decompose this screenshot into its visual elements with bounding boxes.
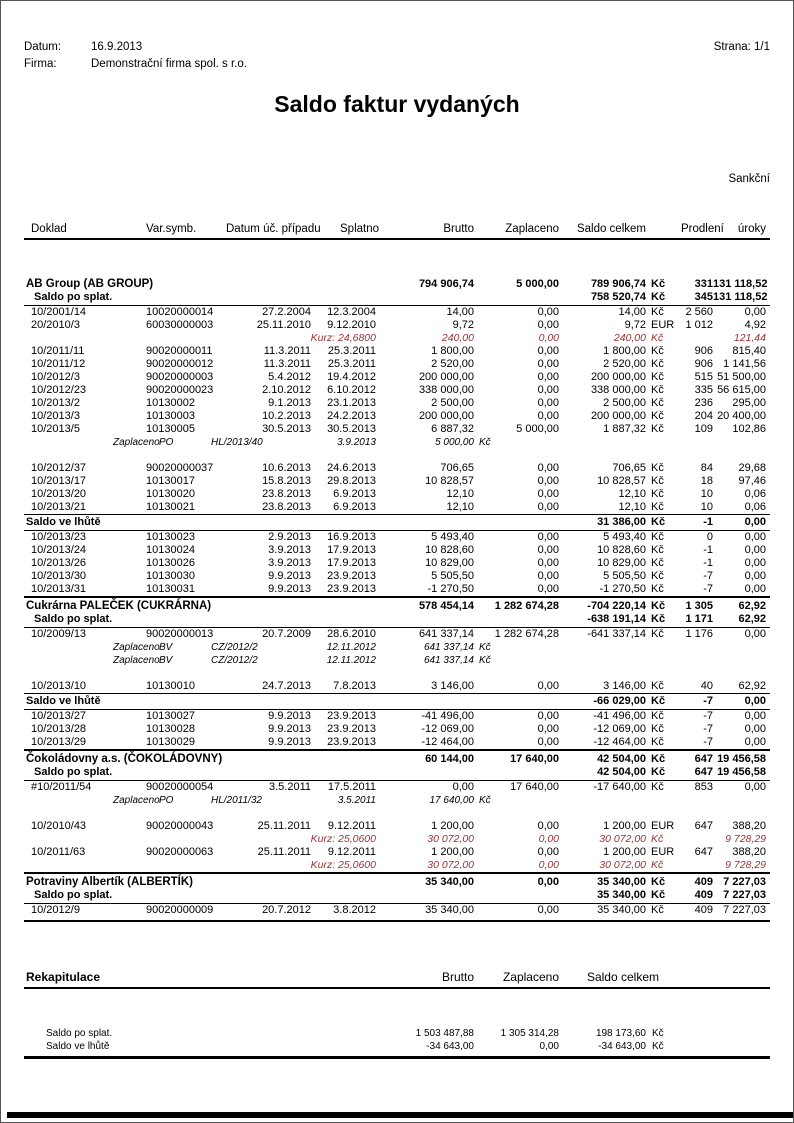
invoice-row: 10/2001/14 10020000014 27.2.2004 12.3.2004 1… bbox=[31, 306, 766, 318]
group-subtotal-row: Saldo po splat. -638 191,14 Kč 1 171 62,92 bbox=[24, 613, 770, 628]
recap-header-zaplaceno: Zaplaceno bbox=[502, 970, 559, 984]
invoice-row: 10/2013/28 10130028 9.9.2013 23.9.2013 -12 0… bbox=[31, 723, 766, 735]
group-subtotal-row: Saldo po splat. 35 340,00 Kč 409 7 227,03 bbox=[24, 889, 770, 904]
recapitulation-section: Rekapitulace Brutto Zaplaceno Saldo celk… bbox=[24, 932, 770, 1122]
grand-total: Celkem: 1 468 844,88 163 530,60 Kč 1 305… bbox=[24, 1119, 770, 1122]
date-value: 16.9.2013 bbox=[91, 41, 143, 53]
invoice-row: 10/2010/43 90020000043 25.11.2011 9.12.2011… bbox=[31, 820, 766, 832]
report-title: Saldo faktur vydaných bbox=[274, 91, 520, 117]
recap-header-saldo: Saldo celkem bbox=[586, 970, 659, 984]
table-end-rule bbox=[24, 918, 770, 922]
exchange-rate-row: Kurz: 25,0600 30 072,00 0,00 30 072,00 Kč 9 7… bbox=[310, 833, 766, 845]
group-header-row: AB Group (AB GROUP) 794 906,74 5 000,00 789… bbox=[26, 278, 768, 290]
invoice-row: 10/2013/30 10130030 9.9.2013 23.9.2013 5 505… bbox=[31, 570, 766, 582]
invoice-row: 10/2013/24 10130024 3.9.2013 17.9.2013 10 82… bbox=[31, 544, 766, 556]
blank-row bbox=[24, 667, 770, 680]
header-sankcni-line2: úroky bbox=[737, 223, 766, 235]
invoice-row: 10/2013/27 10130027 9.9.2013 23.9.2013 -41 4… bbox=[31, 710, 766, 722]
meta-date-row: Datum: 16.9.2013 bbox=[24, 39, 770, 56]
invoice-row: 10/2013/23 10130023 2.9.2013 16.9.2013 5 493… bbox=[31, 531, 766, 543]
invoice-row: 10/2013/26 10130026 3.9.2013 17.9.2013 10 82… bbox=[31, 557, 766, 569]
recap-header-brutto: Brutto bbox=[441, 970, 474, 984]
recap-header-row: Rekapitulace Brutto Zaplaceno Saldo celk… bbox=[24, 968, 770, 989]
invoice-row: 10/2012/23 90020000023 2.10.2012 6.10.2012 3… bbox=[31, 384, 766, 396]
recap-title: Rekapitulace bbox=[26, 970, 101, 984]
header-zaplaceno: Zaplaceno bbox=[505, 223, 559, 235]
invoice-row: 10/2011/11 90020000011 11.3.2011 25.3.2011 1… bbox=[31, 345, 766, 357]
table-header: Sankční Doklad Var.symb. Datum úč. přípa… bbox=[24, 137, 770, 276]
invoice-table-body: AB Group (AB GROUP) 794 906,74 5 000,00 789… bbox=[24, 276, 770, 917]
group-subtotal-row: Saldo po splat. 758 520,74 Kč 345 131 118,52 bbox=[24, 291, 770, 306]
invoice-row: 10/2013/21 10130021 23.8.2013 6.9.2013 12,10… bbox=[31, 501, 766, 513]
date-label: Datum: bbox=[24, 41, 62, 53]
in-term-subtotal-row: Saldo ve lhůtě -66 029,00 Kč -7 0,00 bbox=[24, 693, 770, 710]
page-bottom-bar bbox=[7, 1112, 793, 1118]
invoice-row: 10/2013/5 10130005 30.5.2013 30.5.2013 6 887… bbox=[31, 423, 766, 435]
in-term-subtotal-row: Saldo ve lhůtě 31 386,00 Kč -1 0,00 bbox=[24, 514, 770, 531]
header-doklad: Doklad bbox=[31, 223, 67, 235]
invoice-row: 10/2013/29 10130029 9.9.2013 23.9.2013 -12 4… bbox=[31, 736, 766, 748]
recap-header-spacer bbox=[681, 968, 766, 986]
report-meta: Datum: 16.9.2013 Firma: Demonstrační firma… bbox=[24, 39, 770, 73]
invoice-row: 10/2013/20 10130020 23.8.2013 6.9.2013 12,10… bbox=[31, 488, 766, 500]
blank-row bbox=[24, 807, 770, 820]
invoice-row: #10/2011/54 90020000054 3.5.2011 17.5.2011 0… bbox=[31, 781, 766, 793]
invoice-row: 10/2012/3 90020000003 5.4.2012 19.4.2012 200… bbox=[31, 371, 766, 383]
meta-firm-row: Firma: Demonstrační firma spol. s r.o. bbox=[24, 56, 770, 73]
group-header-row: Cukrárna PALEČEK (CUKRÁRNA) 578 454,14 1 2… bbox=[24, 596, 770, 613]
recap-row: Saldo ve lhůtě -34 643,00 0,00 -34 643,00 Kč bbox=[46, 1041, 664, 1052]
header-saldo: Saldo celkem bbox=[576, 223, 646, 235]
payment-row: Zaplaceno BV CZ/2012/2 12.11.2012 641 337,14… bbox=[113, 642, 491, 653]
firm-value: Demonstrační firma spol. s r.o. bbox=[91, 58, 247, 70]
firm-label: Firma: bbox=[24, 58, 57, 70]
exchange-rate-row: Kurz: 24,6800 240,00 0,00 240,00 Kč 121,44 bbox=[310, 332, 766, 344]
payment-row: Zaplaceno BV CZ/2012/2 12.11.2012 641 337,14… bbox=[113, 655, 491, 666]
invoice-row: 10/2013/17 10130017 15.8.2013 29.8.2013 10 8… bbox=[31, 475, 766, 487]
header-row: Doklad Var.symb. Datum úč. případu Splat… bbox=[24, 222, 770, 240]
header-prodleni: Prodlení bbox=[681, 223, 724, 235]
header-varsymb: Var.symb. bbox=[146, 223, 197, 235]
invoice-row: 10/2013/3 10130003 10.2.2013 24.2.2013 200 0… bbox=[31, 410, 766, 422]
payment-row: Zaplaceno PO HL/2011/32 3.5.2011 17 640,00 Kč bbox=[113, 795, 491, 806]
header-splatno: Splatno bbox=[340, 223, 380, 235]
header-spacer bbox=[646, 222, 681, 237]
invoice-row: 10/2012/37 90020000037 10.6.2013 24.6.2013 7… bbox=[31, 462, 766, 474]
invoice-row: 10/2011/12 90020000012 11.3.2011 25.3.2011 2… bbox=[31, 358, 766, 370]
blank-row bbox=[24, 449, 770, 462]
group-header-row: Čokoládovny a.s. (ČOKOLÁDOVNY) 60 144,00 1… bbox=[24, 749, 770, 766]
invoice-row: 10/2009/13 90020000013 20.7.2009 28.6.2010 6… bbox=[31, 628, 766, 640]
header-datum: Datum úč. případu bbox=[226, 223, 321, 235]
group-subtotal-row: Saldo po splat. 42 504,00 Kč 647 19 456,58 bbox=[24, 766, 770, 781]
recap-row: Saldo po splat. 1 503 487,88 1 305 314,28 1… bbox=[46, 1028, 664, 1039]
invoice-row: 10/2011/63 90020000063 25.11.2011 9.12.2011… bbox=[31, 846, 766, 858]
group-header-row: Potraviny Albertík (ALBERTÍK) 35 340,00 0,… bbox=[24, 872, 770, 889]
header-brutto: Brutto bbox=[443, 223, 474, 235]
exchange-rate-row: Kurz: 25,0600 30 072,00 0,00 30 072,00 Kč 9 7… bbox=[310, 859, 766, 871]
header-sankcni-line1: Sankční bbox=[728, 173, 770, 185]
invoice-row: 10/2012/9 90020000009 20.7.2012 3.8.2012 35 … bbox=[31, 904, 766, 916]
page-number: Strana: 1/1 bbox=[713, 41, 770, 53]
invoice-row: 20/2010/3 60030000003 25.11.2010 9.12.2010 9… bbox=[31, 319, 766, 331]
invoice-row: 10/2013/31 10130031 9.9.2013 23.9.2013 -1 27… bbox=[31, 583, 766, 595]
payment-row: Zaplaceno PO HL/2013/40 3.9.2013 5 000,00 Kč bbox=[113, 437, 491, 448]
invoice-row: 10/2013/10 10130010 24.7.2013 7.8.2013 3 146… bbox=[31, 680, 766, 692]
invoice-row: 10/2013/2 10130002 9.1.2013 23.1.2013 2 500,… bbox=[31, 397, 766, 409]
recap-rows: Saldo po splat. 1 503 487,88 1 305 314,28 1… bbox=[24, 1025, 770, 1059]
